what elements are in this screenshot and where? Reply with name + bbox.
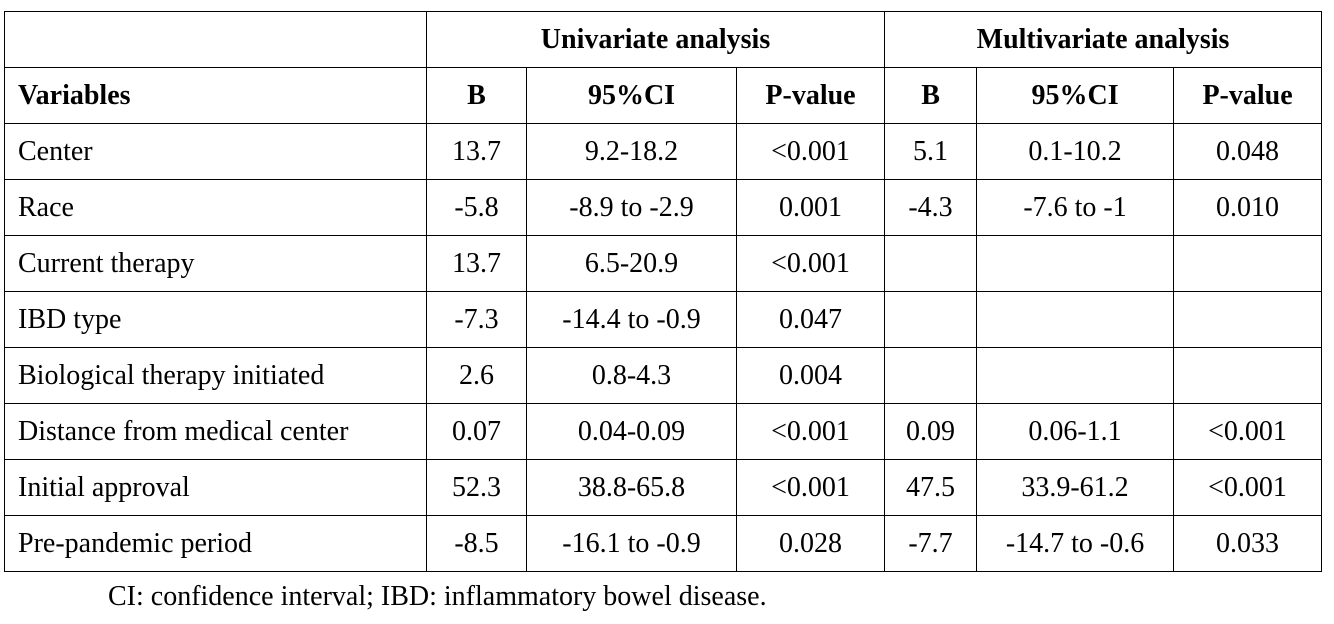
column-header-multivariate-ci: 95%CI	[976, 67, 1175, 124]
univariate-ci-cell: 9.2-18.2	[526, 123, 737, 180]
column-header-univariate-b: B	[426, 67, 527, 124]
table-footnote: CI: confidence interval; IBD: inflammato…	[108, 581, 767, 612]
group-header-row: Univariate analysis Multivariate analysi…	[4, 11, 1323, 68]
table-row: Race -5.8 -8.9 to -2.9 0.001 -4.3 -7.6 to -1 0…	[4, 179, 1323, 236]
multivariate-b-cell: 0.09	[884, 403, 978, 460]
group-header-univariate: Univariate analysis	[425, 11, 886, 68]
univariate-b-cell: 13.7	[426, 123, 527, 180]
variable-cell: Race	[4, 179, 427, 236]
univariate-pvalue-cell: <0.001	[735, 235, 886, 292]
multivariate-b-cell: 47.5	[884, 459, 978, 516]
multivariate-b-cell	[884, 291, 978, 348]
univariate-pvalue-cell: 0.028	[735, 515, 886, 572]
multivariate-b-cell	[884, 347, 978, 404]
column-header-multivariate-pvalue: P-value	[1173, 67, 1323, 124]
variable-cell: Biological therapy initiated	[4, 347, 427, 404]
univariate-pvalue-cell: 0.004	[735, 347, 886, 404]
multivariate-ci-cell: 0.06-1.1	[976, 403, 1175, 460]
multivariate-pvalue-cell	[1173, 235, 1323, 292]
univariate-ci-cell: -14.4 to -0.9	[526, 291, 737, 348]
multivariate-ci-cell: -7.6 to -1	[976, 179, 1175, 236]
multivariate-ci-cell: 0.1-10.2	[976, 123, 1175, 180]
univariate-b-cell: 2.6	[426, 347, 527, 404]
univariate-b-cell: -8.5	[426, 515, 527, 572]
multivariate-ci-cell	[976, 235, 1175, 292]
multivariate-pvalue-cell: 0.048	[1173, 123, 1323, 180]
multivariate-pvalue-cell: <0.001	[1173, 403, 1323, 460]
univariate-b-cell: -7.3	[426, 291, 527, 348]
univariate-ci-cell: 0.8-4.3	[526, 347, 737, 404]
univariate-ci-cell: 0.04-0.09	[526, 403, 737, 460]
multivariate-b-cell: -7.7	[884, 515, 978, 572]
multivariate-pvalue-cell: 0.033	[1173, 515, 1323, 572]
multivariate-pvalue-cell	[1173, 347, 1323, 404]
variable-cell: Initial approval	[4, 459, 427, 516]
column-header-univariate-pvalue: P-value	[735, 67, 886, 124]
column-header-multivariate-b: B	[884, 67, 978, 124]
variable-cell: Pre-pandemic period	[4, 515, 427, 572]
univariate-b-cell: 52.3	[426, 459, 527, 516]
results-table: Univariate analysis Multivariate analysi…	[4, 11, 1323, 572]
univariate-ci-cell: -8.9 to -2.9	[526, 179, 737, 236]
univariate-pvalue-cell: <0.001	[735, 123, 886, 180]
table-row: Center 13.7 9.2-18.2 <0.001 5.1 0.1-10.2 0.048	[4, 123, 1323, 180]
multivariate-ci-cell	[976, 291, 1175, 348]
multivariate-b-cell: 5.1	[884, 123, 978, 180]
table-row: IBD type -7.3 -14.4 to -0.9 0.047	[4, 291, 1323, 348]
multivariate-pvalue-cell: <0.001	[1173, 459, 1323, 516]
univariate-pvalue-cell: 0.047	[735, 291, 886, 348]
univariate-ci-cell: -16.1 to -0.9	[526, 515, 737, 572]
column-header-variables: Variables	[4, 67, 427, 124]
multivariate-pvalue-cell: 0.010	[1173, 179, 1323, 236]
table-row: Distance from medical center 0.07 0.04-0.0…	[4, 403, 1323, 460]
univariate-ci-cell: 6.5-20.9	[526, 235, 737, 292]
column-header-univariate-ci: 95%CI	[526, 67, 737, 124]
univariate-ci-cell: 38.8-65.8	[526, 459, 737, 516]
multivariate-ci-cell: -14.7 to -0.6	[976, 515, 1175, 572]
univariate-b-cell: -5.8	[426, 179, 527, 236]
column-header-row: Variables B 95%CI P-value B 95%CI P-valu…	[4, 67, 1323, 124]
variable-cell: Current therapy	[4, 235, 427, 292]
table-row: Biological therapy initiated 2.6 0.8-4.3 0.…	[4, 347, 1323, 404]
univariate-pvalue-cell: <0.001	[735, 403, 886, 460]
table-row: Pre-pandemic period -8.5 -16.1 to -0.9 0.02…	[4, 515, 1323, 572]
multivariate-b-cell	[884, 235, 978, 292]
multivariate-pvalue-cell	[1173, 291, 1323, 348]
group-header-multivariate: Multivariate analysis	[884, 11, 1323, 68]
table-row: Initial approval 52.3 38.8-65.8 <0.001 47.5 3…	[4, 459, 1323, 516]
table-row: Current therapy 13.7 6.5-20.9 <0.001	[4, 235, 1323, 292]
variable-cell: IBD type	[4, 291, 427, 348]
group-header-blank	[4, 11, 427, 68]
variable-cell: Center	[4, 123, 427, 180]
univariate-b-cell: 0.07	[426, 403, 527, 460]
multivariate-ci-cell	[976, 347, 1175, 404]
univariate-b-cell: 13.7	[426, 235, 527, 292]
univariate-pvalue-cell: 0.001	[735, 179, 886, 236]
variable-cell: Distance from medical center	[4, 403, 427, 460]
multivariate-ci-cell: 33.9-61.2	[976, 459, 1175, 516]
univariate-pvalue-cell: <0.001	[735, 459, 886, 516]
multivariate-b-cell: -4.3	[884, 179, 978, 236]
